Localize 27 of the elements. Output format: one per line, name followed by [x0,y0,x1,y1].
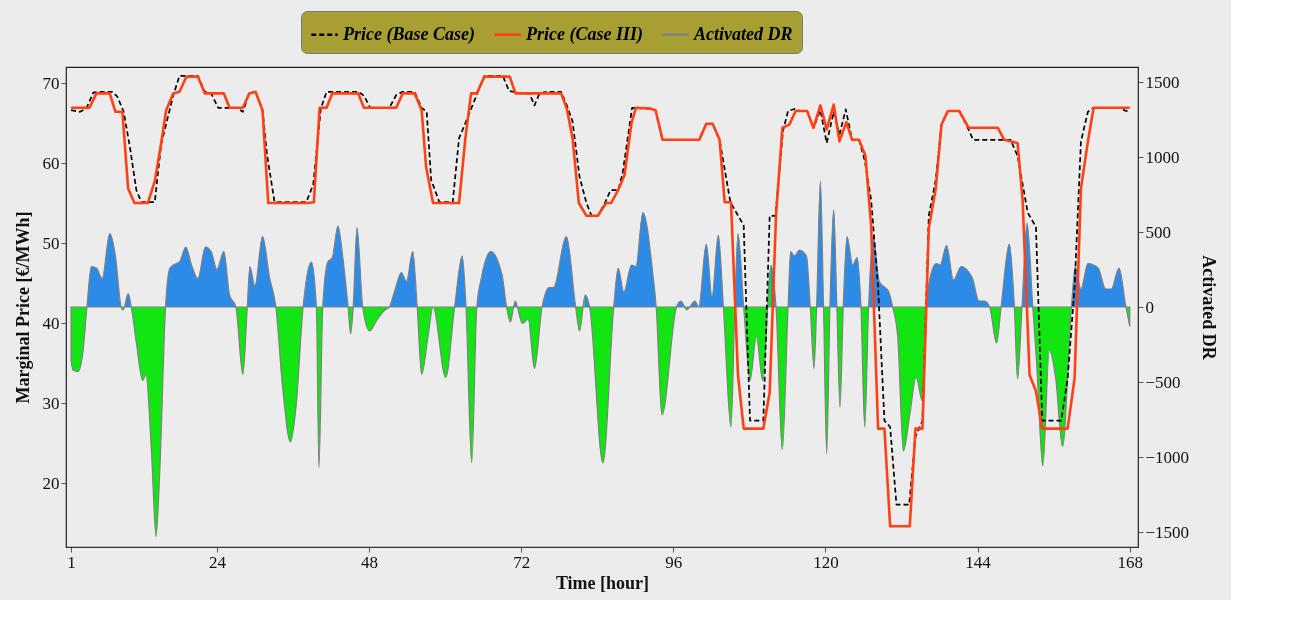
y2-tick-label: −1000 [1145,447,1190,467]
y-tick-label: 60 [42,153,60,173]
y-tick-label: 50 [42,233,60,253]
x-tick-label: 96 [665,552,683,572]
y2-tick-label: 1500 [1145,72,1180,92]
y2-tick-label: 500 [1145,222,1171,242]
y-tick-label: 40 [42,313,60,333]
x-axis-title: Time [hour] [555,572,650,593]
y-tick-label: 30 [42,393,60,413]
x-tick-label: 144 [965,552,992,572]
legend-label: Price (Case III) [525,23,643,45]
y2-tick-label: 1000 [1145,147,1180,167]
x-tick-label: 168 [1117,552,1144,572]
x-tick-label: 1 [67,552,76,572]
x-tick-label: 120 [813,552,839,572]
y-tick-label: 70 [42,73,60,93]
y2-tick-label: −1500 [1145,522,1190,542]
x-tick-label: 24 [208,552,227,572]
x-tick-label: 72 [513,552,531,572]
y2-tick-label: −500 [1145,372,1181,392]
x-tick-label: 48 [361,552,379,572]
y2-tick-label: 0 [1145,297,1154,317]
legend-label: Price (Base Case) [342,23,475,45]
y-axis-title: Marginal Price [€/MWh] [12,211,33,404]
legend-label: Activated DR [693,23,793,44]
y-tick-label: 20 [42,473,60,493]
y2-axis-title: Activated DR [1199,255,1220,361]
